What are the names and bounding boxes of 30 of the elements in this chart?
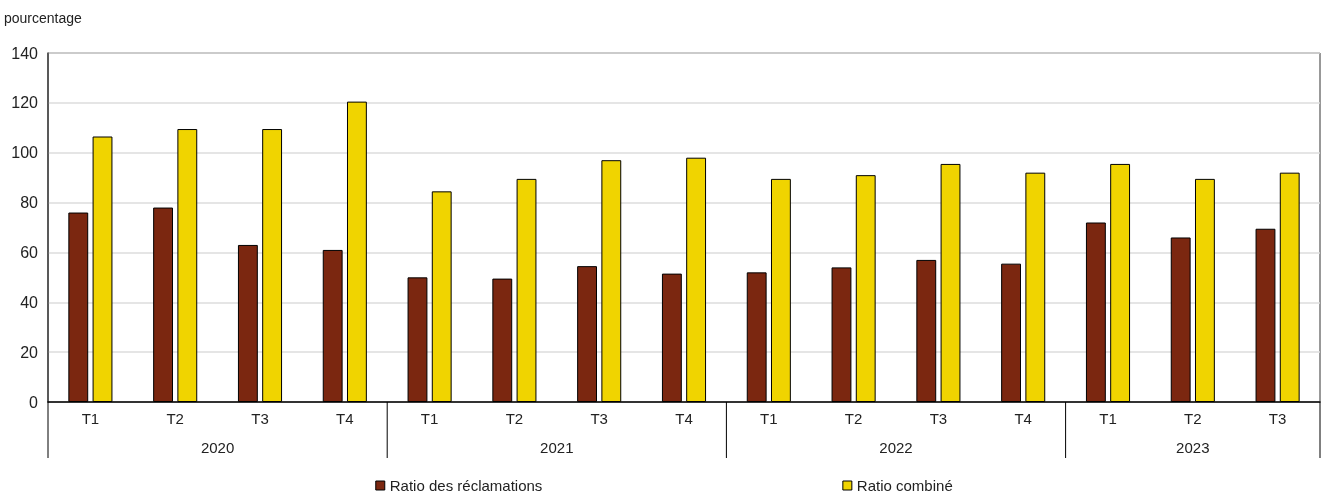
x-tick-label: T1 (81, 410, 100, 427)
text: 2021 (540, 439, 574, 456)
x-tick-label: T1 (760, 410, 778, 427)
text: 2022 (879, 439, 913, 456)
text: 2023 (1176, 439, 1210, 456)
x-tick-label: T1 (420, 410, 439, 427)
x-tick-label: T4 (336, 410, 354, 427)
text: 2020 (200, 439, 235, 456)
x-tick-label: T3 (1268, 410, 1287, 427)
y-tick-label: 40 (20, 293, 39, 311)
x-tick-label: T4 (1014, 410, 1032, 427)
x-tick-label: T2 (844, 410, 863, 427)
x-tick-label: T3 (929, 410, 948, 427)
y-tick-label: 80 (20, 194, 39, 212)
y-axis-title: pourcentage (4, 10, 83, 26)
y-tick-label: 140 (11, 44, 39, 62)
x-tick-label: T2 (1184, 410, 1202, 427)
x-tick-label: T1 (1099, 410, 1117, 427)
x-tick-label: T2 (505, 410, 524, 427)
y-tick-label: 100 (11, 144, 39, 162)
x-tick-label: T4 (675, 410, 693, 427)
y-tick-label: 60 (20, 243, 39, 261)
y-tick-label: 0 (29, 393, 39, 411)
x-tick-label: T3 (590, 410, 608, 427)
y-tick-label: 20 (20, 343, 39, 361)
legend-label: Ratio des réclamations (389, 477, 543, 494)
x-tick-label: T2 (166, 410, 184, 427)
y-tick-label: 120 (11, 94, 39, 112)
legend-label: Ratio combiné (856, 477, 953, 494)
x-tick-label: T3 (251, 410, 269, 427)
